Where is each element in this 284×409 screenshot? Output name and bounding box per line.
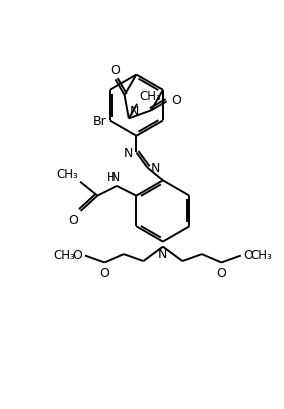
Text: O: O — [110, 64, 120, 77]
Text: N: N — [130, 105, 139, 118]
Text: Br: Br — [93, 115, 106, 128]
Text: N: N — [110, 171, 120, 184]
Text: O: O — [244, 248, 254, 261]
Text: CH₃: CH₃ — [53, 248, 75, 261]
Text: N: N — [151, 162, 160, 175]
Text: N: N — [158, 247, 168, 260]
Text: CH₃: CH₃ — [56, 168, 78, 181]
Text: H: H — [107, 171, 116, 184]
Text: O: O — [171, 94, 181, 107]
Text: O: O — [99, 266, 109, 279]
Text: O: O — [68, 213, 78, 227]
Text: CH₃: CH₃ — [250, 248, 272, 261]
Text: N: N — [124, 147, 133, 160]
Text: O: O — [216, 266, 226, 279]
Text: O: O — [72, 248, 82, 261]
Text: CH₃: CH₃ — [139, 90, 161, 103]
